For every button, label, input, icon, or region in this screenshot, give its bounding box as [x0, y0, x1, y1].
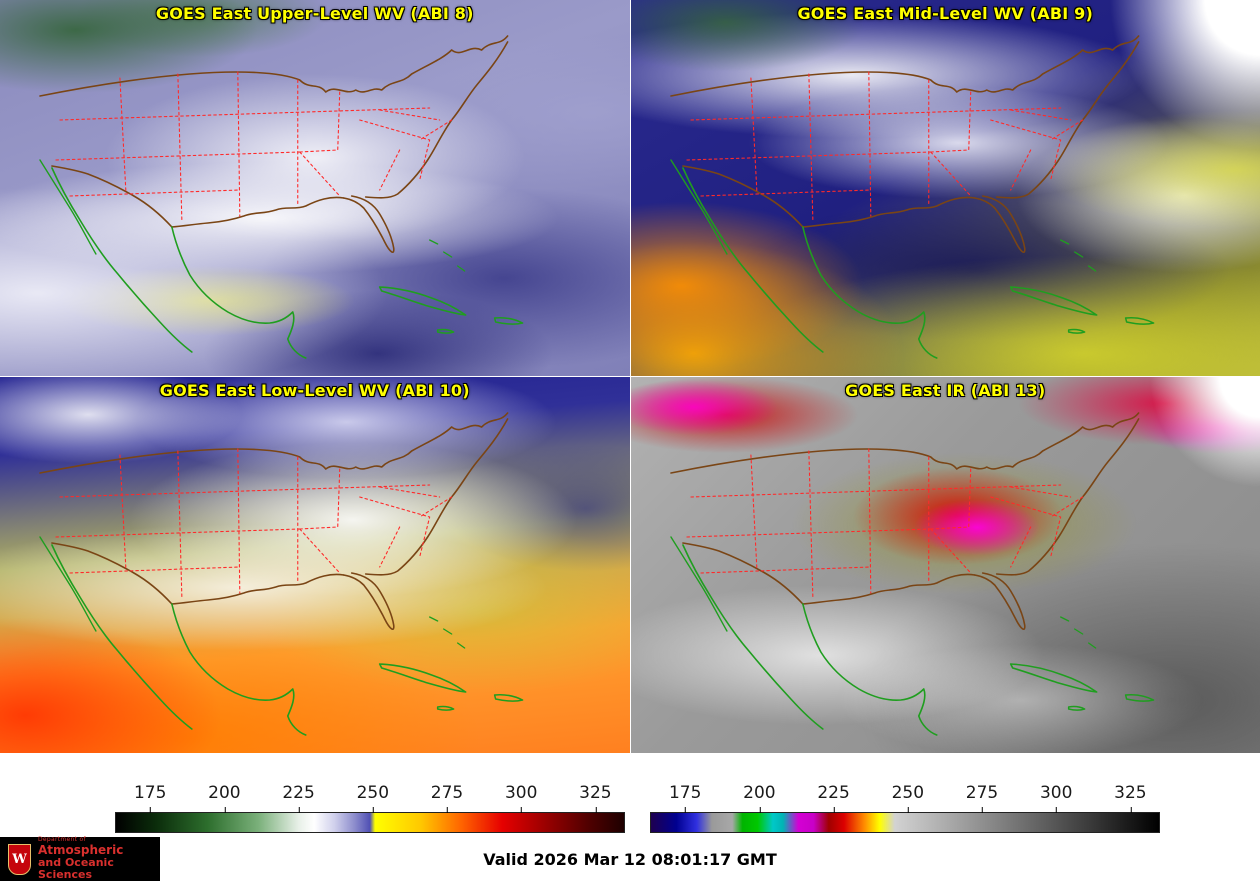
logo-text: Department of Atmospheric and Oceanic Sc… — [38, 836, 152, 881]
panel-upper-level-wv: GOES East Upper-Level WV (ABI 8) — [0, 0, 630, 376]
panel-ir: GOES East IR (ABI 13) — [630, 377, 1260, 753]
wv-colorbar-labels: 175 200 225 250 275 300 325 — [115, 783, 625, 813]
basemap-overlay — [669, 412, 1154, 736]
panel-low-level-wv: GOES East Low-Level WV (ABI 10) — [0, 377, 630, 753]
water-vapor-colorbar — [115, 812, 625, 833]
tick-label: 200 — [208, 783, 241, 813]
ir-colorbar-group: 175 200 225 250 275 300 325 — [650, 783, 1160, 833]
tick-label: 225 — [817, 783, 850, 813]
tick-label: 275 — [430, 783, 464, 813]
tick-label: 175 — [668, 783, 702, 813]
tick-label: 300 — [1039, 783, 1073, 813]
tick-label: 300 — [504, 783, 538, 813]
uw-crest-icon: W — [8, 843, 31, 875]
panel-mid-level-wv: GOES East Mid-Level WV (ABI 9) — [630, 0, 1260, 376]
tick-label: 175 — [133, 783, 167, 813]
ir-colorbar-labels: 175 200 225 250 275 300 325 — [650, 783, 1160, 813]
tick-label: 200 — [743, 783, 776, 813]
logo-name-line2: and Oceanic Sciences — [38, 855, 114, 881]
crest-letter: W — [12, 851, 27, 867]
tick-label: 325 — [1114, 783, 1147, 813]
uw-aos-logo: W Department of Atmospheric and Oceanic … — [0, 836, 160, 881]
tick-label: 325 — [579, 783, 612, 813]
satellite-panel-grid: GOES East Upper-Level WV (ABI 8) GOES Ea… — [0, 0, 1260, 753]
tick-label: 275 — [965, 783, 999, 813]
tick-label: 250 — [356, 783, 390, 813]
basemap-overlay — [669, 35, 1154, 359]
valid-timestamp: Valid 2026 Mar 12 08:01:17 GMT — [483, 850, 777, 869]
basemap-overlay — [39, 412, 524, 736]
ir-colorbar — [650, 812, 1160, 833]
logo-name-line1: Atmospheric — [38, 842, 124, 857]
logo-department-line: Department of — [38, 836, 86, 844]
tick-label: 225 — [282, 783, 315, 813]
footer: 175 200 225 250 275 300 325 175 200 225 … — [0, 753, 1260, 881]
tick-label: 250 — [891, 783, 925, 813]
wv-colorbar-group: 175 200 225 250 275 300 325 — [115, 783, 625, 833]
basemap-overlay — [39, 35, 524, 359]
